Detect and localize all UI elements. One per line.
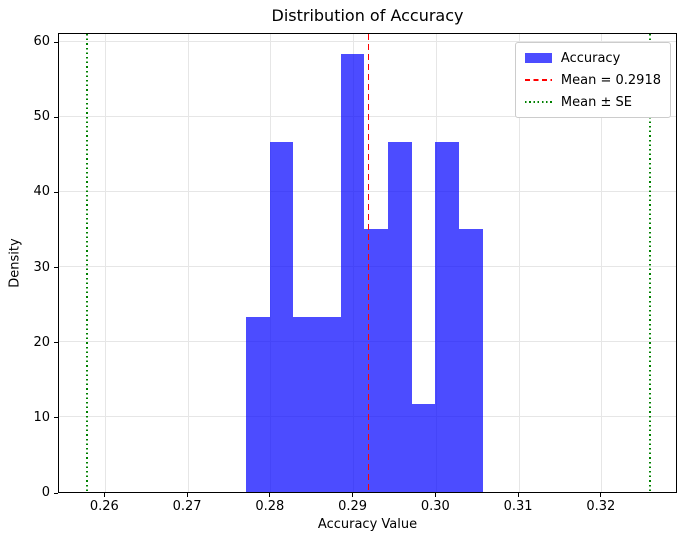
y-tick-label: 30 — [33, 259, 50, 275]
se-line-upper — [649, 34, 651, 492]
x-tick-label: 0.29 — [338, 499, 368, 514]
y-tick-mark — [54, 41, 58, 43]
mean-dashed-line-icon — [524, 79, 552, 81]
y-tick-mark — [54, 342, 58, 344]
x-tick-mark — [352, 493, 354, 497]
histogram-bar — [411, 404, 436, 492]
y-tick-label: 40 — [33, 184, 50, 200]
histogram-bar — [388, 141, 412, 492]
chart-title: Distribution of Accuracy — [271, 6, 464, 25]
x-tick-mark — [269, 493, 271, 497]
x-gridline — [518, 34, 520, 492]
y-tick-label: 0 — [41, 485, 50, 500]
histogram-bar — [269, 141, 294, 492]
mean-line — [367, 34, 370, 492]
y-tick-mark — [54, 417, 58, 419]
x-tick-mark — [517, 493, 519, 497]
x-gridline — [104, 34, 106, 492]
legend-entry-mean: Mean = 0.2918 — [524, 71, 661, 89]
histogram-bar — [364, 229, 389, 492]
y-tick-mark — [54, 191, 58, 193]
x-gridline — [187, 34, 189, 492]
x-tick-mark — [434, 493, 436, 497]
histogram-bar — [317, 316, 341, 492]
legend-label-mean: Mean = 0.2918 — [560, 72, 661, 88]
histogram-bar — [459, 229, 483, 492]
x-tick-label: 0.26 — [89, 499, 119, 514]
y-tick-mark — [54, 492, 58, 494]
y-tick-label: 20 — [33, 334, 50, 350]
y-gridline — [59, 40, 676, 42]
x-tick-mark — [103, 493, 105, 497]
y-gridline — [59, 190, 676, 192]
x-axis-label: Accuracy Value — [317, 517, 418, 532]
legend: Accuracy Mean = 0.2918 Mean ± SE — [514, 42, 671, 118]
legend-label-se: Mean ± SE — [560, 94, 632, 110]
y-tick-label: 10 — [33, 409, 50, 425]
histogram-bar — [246, 316, 270, 492]
y-tick-label: 60 — [33, 34, 50, 50]
x-tick-label: 0.27 — [172, 499, 202, 514]
se-line-lower — [86, 34, 88, 492]
x-tick-label: 0.30 — [420, 499, 450, 514]
y-tick-mark — [54, 116, 58, 118]
legend-entry-accuracy: Accuracy — [524, 49, 661, 67]
histogram-bar — [293, 316, 317, 492]
plot-area: Accuracy Mean = 0.2918 Mean ± SE — [58, 33, 677, 493]
x-tick-mark — [600, 493, 602, 497]
x-tick-label: 0.32 — [586, 499, 616, 514]
y-tick-mark — [54, 267, 58, 268]
se-dotted-line-icon — [524, 101, 552, 103]
x-tick-label: 0.28 — [255, 499, 285, 514]
x-tick-label: 0.31 — [503, 499, 533, 514]
y-gridline — [59, 115, 676, 117]
accuracy-swatch-icon — [524, 53, 552, 63]
legend-label-accuracy: Accuracy — [560, 50, 621, 66]
legend-entry-se: Mean ± SE — [524, 93, 661, 111]
histogram-bar — [435, 141, 460, 492]
y-tick-label: 50 — [33, 109, 50, 125]
histogram-bar — [340, 53, 365, 492]
x-tick-mark — [186, 493, 188, 497]
x-gridline — [601, 34, 603, 492]
